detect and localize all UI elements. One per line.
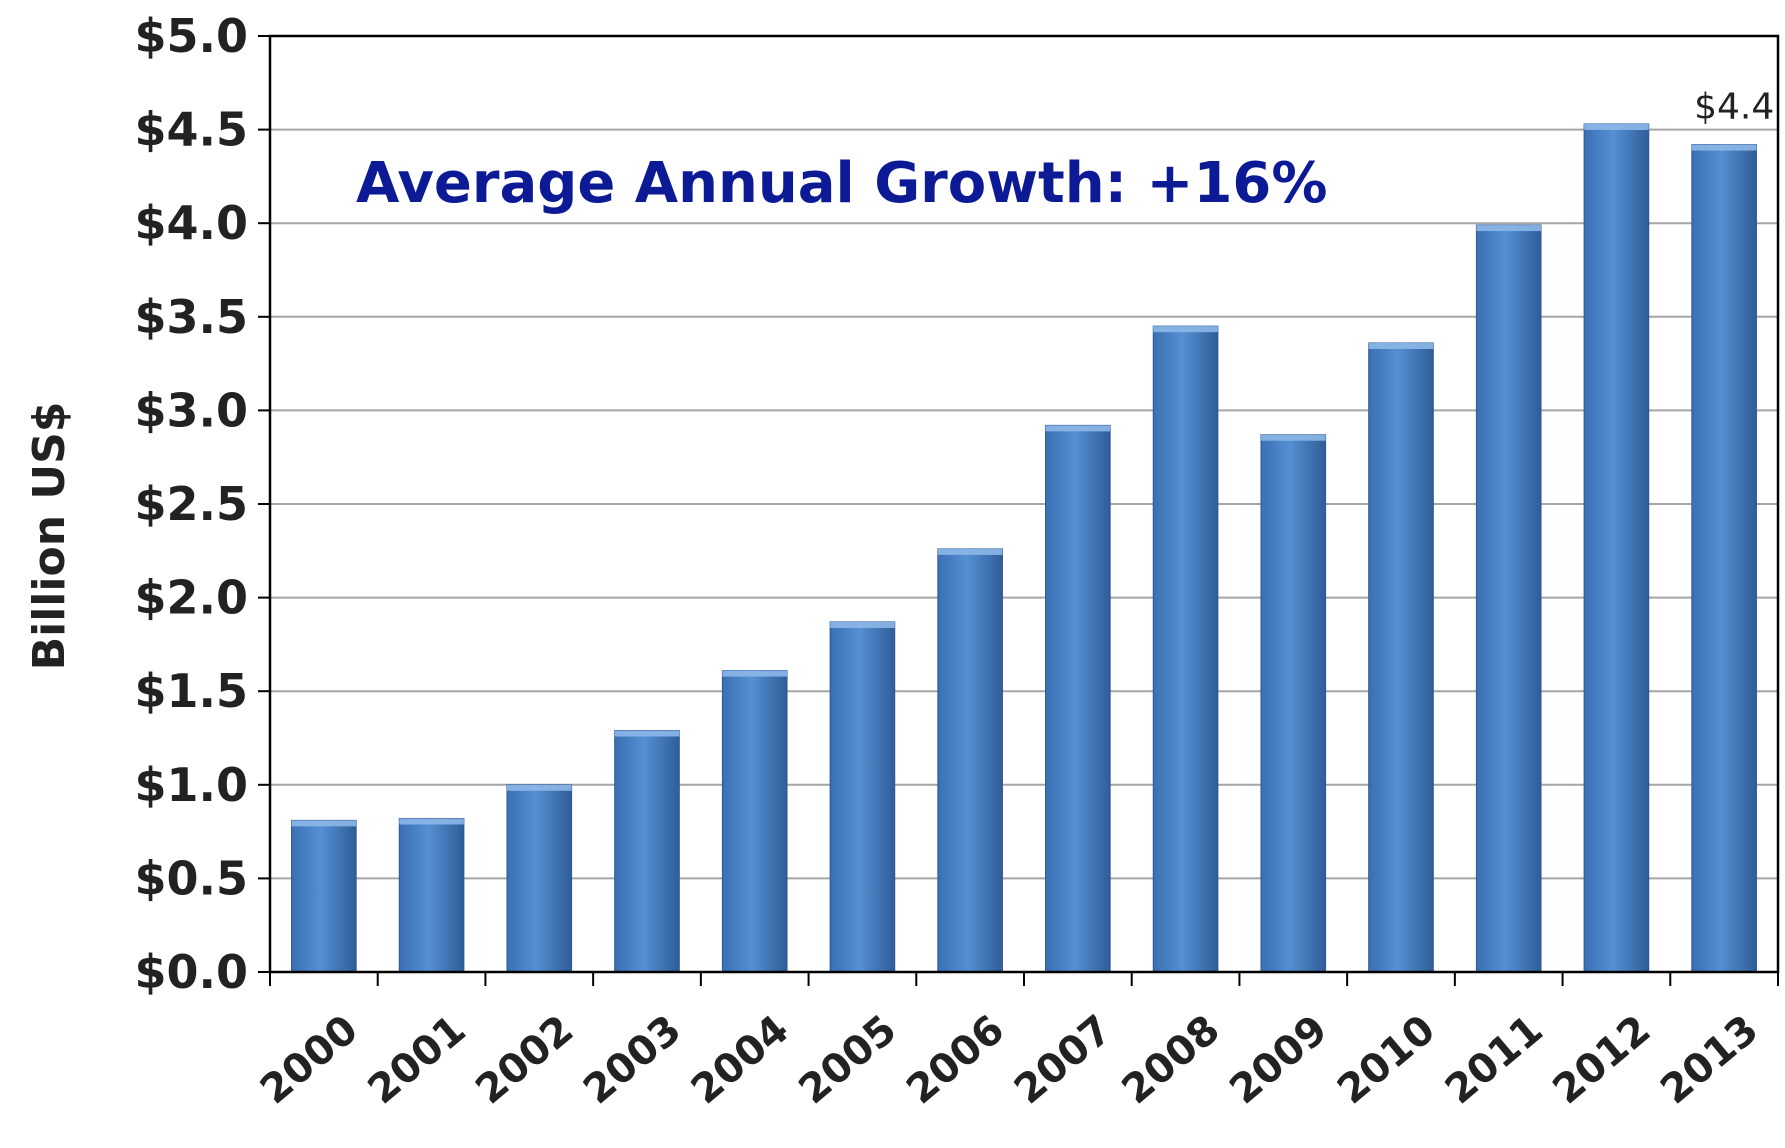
y-tick-label: $2.5 xyxy=(135,477,249,531)
y-tick-label: $0.5 xyxy=(135,851,249,905)
bar-2006 xyxy=(937,548,1003,973)
bars xyxy=(291,123,1757,973)
bar-top-highlight xyxy=(1045,425,1111,432)
bar-top-highlight xyxy=(291,820,357,827)
x-tick-label: 2006 xyxy=(898,1006,1013,1113)
bar-top-highlight xyxy=(722,670,788,677)
bar-2009 xyxy=(1260,434,1327,973)
x-tick-label: 2001 xyxy=(360,1006,475,1113)
bar-2010 xyxy=(1368,342,1434,973)
x-tick-label: 2013 xyxy=(1652,1006,1767,1113)
bar-top-highlight xyxy=(937,548,1003,555)
y-axis-label: Billion US$ xyxy=(24,402,75,671)
x-tick-label: 2000 xyxy=(252,1006,367,1113)
bar-top-highlight xyxy=(1691,144,1757,151)
bar-2000 xyxy=(291,819,357,973)
y-tick-labels: $0.0 $0.5 $1.0 $1.5 $2.0 $2.5 $3.0 $3.5 $4.0 $4.5… xyxy=(135,9,249,999)
y-tick-label: $4.5 xyxy=(135,103,249,157)
data-label: $4.4 xyxy=(1694,87,1774,128)
bar-2004 xyxy=(721,670,788,973)
bar-top-highlight xyxy=(1368,343,1434,350)
bar-top-highlight xyxy=(1584,123,1649,130)
y-tick-label: $1.5 xyxy=(135,664,249,718)
y-tick-label: $0.0 xyxy=(135,945,249,999)
bar-top-highlight xyxy=(1153,326,1218,333)
bar-top-highlight xyxy=(399,818,464,825)
bar-2003 xyxy=(614,730,680,973)
x-tick-labels: 2000200120022003200420052006200720082009… xyxy=(252,1006,1767,1113)
bar-2008 xyxy=(1152,325,1219,973)
bar-top-highlight xyxy=(1260,434,1326,441)
bar-2002 xyxy=(506,784,573,973)
bar-top-highlight xyxy=(506,784,572,791)
bar-top-highlight xyxy=(1476,225,1542,232)
y-tick-label: $4.0 xyxy=(135,196,249,250)
x-tick-label: 2012 xyxy=(1545,1006,1660,1113)
y-tick-label: $5.0 xyxy=(135,9,249,63)
bar-2012 xyxy=(1583,123,1650,973)
y-tick-label: $3.5 xyxy=(135,290,249,344)
x-tick-label: 2009 xyxy=(1221,1006,1336,1113)
x-tick-label: 2007 xyxy=(1006,1006,1121,1113)
data-labels: $4.4 xyxy=(1694,87,1774,128)
bar-top-highlight xyxy=(830,621,895,628)
bar-top-highlight xyxy=(614,730,680,737)
bar-2011 xyxy=(1475,224,1542,973)
bar-2013 xyxy=(1691,144,1757,973)
y-tick-label: $1.0 xyxy=(135,758,249,812)
x-tick-label: 2008 xyxy=(1114,1006,1229,1113)
y-tick-label: $2.0 xyxy=(135,571,249,625)
x-tick-label: 2004 xyxy=(683,1006,798,1113)
x-tick-label: 2002 xyxy=(467,1006,582,1113)
x-tick-label: 2010 xyxy=(1329,1006,1444,1113)
axes xyxy=(258,34,1780,986)
x-tick-label: 2005 xyxy=(791,1006,906,1113)
growth-annotation: Average Annual Growth: +16% xyxy=(356,151,1328,216)
y-tick-label: $3.0 xyxy=(135,383,249,437)
bar-2001 xyxy=(398,817,465,973)
bar-2007 xyxy=(1045,424,1111,973)
bar-2005 xyxy=(829,621,896,973)
x-tick-label: 2011 xyxy=(1437,1006,1552,1113)
x-tick-label: 2003 xyxy=(575,1006,690,1113)
